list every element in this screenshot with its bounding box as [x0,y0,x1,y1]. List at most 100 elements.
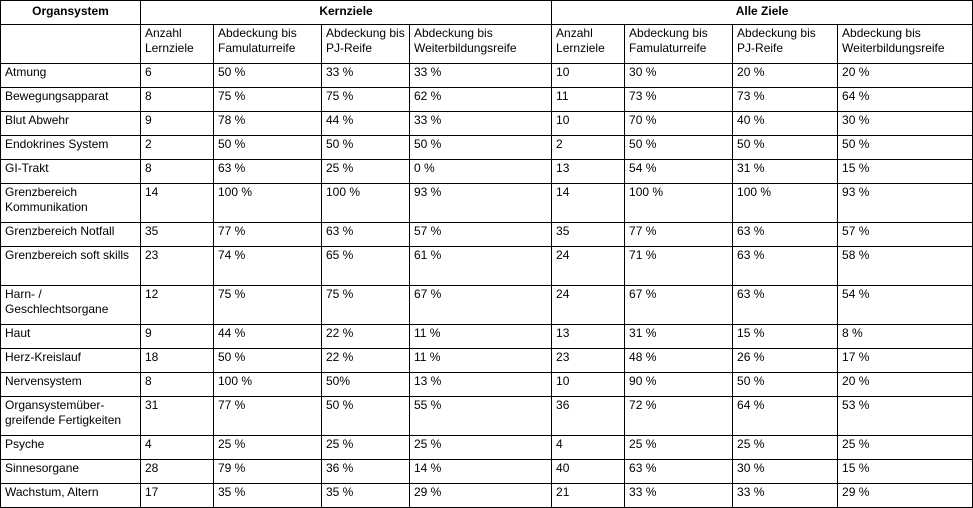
kernziele-header: Kernziele [139,0,553,25]
organ-cell: GI-Trakt [0,159,141,184]
table-cell: 15 % [732,324,839,349]
table-cell: 22 % [321,348,410,373]
table-cell: 57 % [837,222,973,247]
table-cell: 50% [321,372,410,397]
table-cell: 50 % [213,348,322,373]
column-header: Abdeckung bis Famulaturreife [213,24,322,64]
organ-cell: Blut Abwehr [0,111,141,136]
table-cell: 73 % [624,87,734,112]
table-cell: 4 [551,435,626,460]
table-cell: 50 % [321,396,410,436]
organ-cell: Nervensystem [0,372,141,397]
column-header: Abdeckung bis PJ-Reife [321,24,410,64]
table-cell: 33 % [732,483,839,508]
table-cell: 35 [551,222,626,247]
table-cell: 50 % [213,135,322,160]
organ-cell: Grenzbereich soft skills [0,246,141,286]
table-cell: 29 % [837,483,973,508]
table-cell: 18 [140,348,214,373]
table-cell: 8 [140,87,214,112]
table-cell: 62 % [408,87,553,112]
table-cell: 78 % [213,111,322,136]
table-cell: 64 % [732,396,839,436]
table-row: Herz-Kreislauf 18 50 % 22 % 11 % 23 48 %… [0,348,973,373]
table-cell: 75 % [321,87,410,112]
organ-cell: Haut [0,324,141,349]
table-cell: 33 % [408,63,553,88]
table-cell: 44 % [213,324,322,349]
table-cell: 8 [140,372,214,397]
table-cell: 24 [551,285,626,325]
table-cell: 10 [551,111,626,136]
table-cell: 71 % [624,246,734,286]
table-cell: 30 % [732,459,839,484]
table-row: Wachstum, Altern 17 35 % 35 % 29 % 21 33… [0,483,973,508]
organ-cell: Grenzbereich Notfall [0,222,141,247]
table-cell: 40 % [732,111,839,136]
table-cell: 25 % [321,435,410,460]
table-cell: 77 % [624,222,734,247]
table-cell: 33 % [624,483,734,508]
table-cell: 100 % [321,183,410,223]
organsystem-subheader-blank [0,24,141,64]
table-cell: 54 % [624,159,734,184]
organ-cell: Wachstum, Altern [0,483,141,508]
table-row: Haut 9 44 % 22 % 11 % 13 31 % 15 % 8 % [0,324,973,349]
table-cell: 30 % [624,63,734,88]
table-cell: 54 % [837,285,973,325]
table-row: Grenzbereich Kommunikation 14 100 % 100 … [0,183,973,223]
table-cell: 31 % [624,324,734,349]
table-cell: 12 [140,285,214,325]
table-cell: 77 % [213,222,322,247]
table-row: Psyche 4 25 % 25 % 25 % 4 25 % 25 % 25 % [0,435,973,460]
table-cell: 65 % [321,246,410,286]
header-row-subcolumns: Anzahl Lernziele Abdeckung bis Famulatur… [0,24,973,64]
table-cell: 2 [140,135,214,160]
table-cell: 67 % [624,285,734,325]
table-cell: 61 % [408,246,553,286]
table-row: Bewegungsapparat 8 75 % 75 % 62 % 11 73 … [0,87,973,112]
table-cell: 50 % [624,135,734,160]
table-cell: 8 % [837,324,973,349]
table-cell: 31 [140,396,214,436]
table-cell: 13 % [408,372,553,397]
header-row-groups: Organsystem Kernziele Alle Ziele [0,0,973,25]
table-cell: 35 [140,222,214,247]
table-cell: 6 [140,63,214,88]
table-cell: 23 [551,348,626,373]
table-cell: 25 % [732,435,839,460]
table-cell: 8 [140,159,214,184]
table-cell: 35 % [321,483,410,508]
table-cell: 21 [551,483,626,508]
table-cell: 4 [140,435,214,460]
organ-cell: Atmung [0,63,141,88]
table-row: Grenzbereich Notfall 35 77 % 63 % 57 % 3… [0,222,973,247]
table-cell: 11 [551,87,626,112]
table-cell: 50 % [408,135,553,160]
column-header: Abdeckung bis Weiterbildungsreife [837,24,973,64]
table-cell: 25 % [408,435,553,460]
table-cell: 53 % [837,396,973,436]
table-cell: 100 % [732,183,839,223]
table-cell: 11 % [408,348,553,373]
table-cell: 93 % [837,183,973,223]
table-cell: 40 [551,459,626,484]
table-cell: 11 % [408,324,553,349]
table-cell: 15 % [837,159,973,184]
organ-cell: Harn- / Geschlechtsorgane [0,285,141,325]
table-cell: 25 % [213,435,322,460]
table-cell: 25 % [321,159,410,184]
column-header: Anzahl Lernziele [140,24,214,64]
table-cell: 74 % [213,246,322,286]
table-cell: 64 % [837,87,973,112]
table-cell: 2 [551,135,626,160]
table-cell: 10 [551,63,626,88]
table-cell: 25 % [837,435,973,460]
column-header: Abdeckung bis PJ-Reife [732,24,839,64]
table-cell: 24 [551,246,626,286]
table-cell: 50 % [732,372,839,397]
table-cell: 15 % [837,459,973,484]
table-cell: 20 % [837,372,973,397]
table-row: Atmung 6 50 % 33 % 33 % 10 30 % 20 % 20 … [0,63,973,88]
